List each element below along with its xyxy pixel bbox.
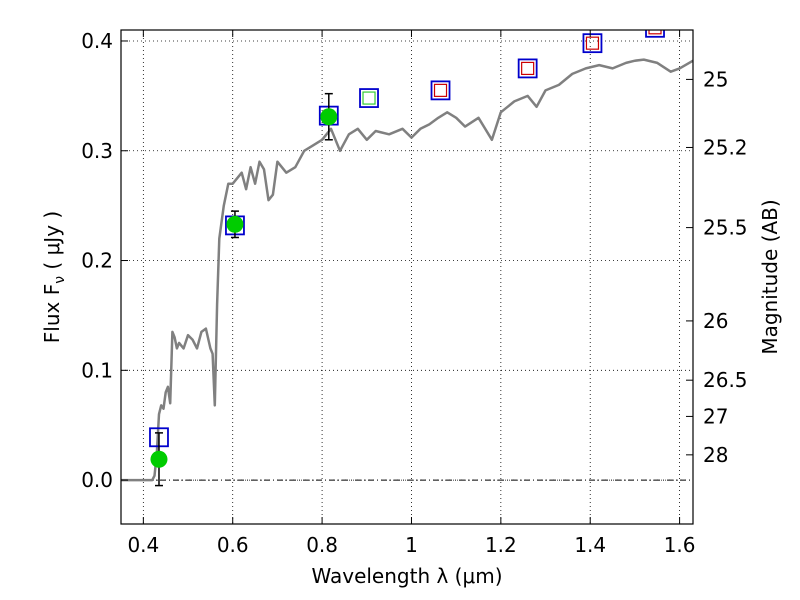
model-box-outer (430, 80, 451, 101)
model-box-marker (645, 30, 665, 38)
spectrum-line (121, 58, 693, 482)
y-tick-label: 0.0 (81, 468, 113, 492)
x-axis-title: Wavelength λ (μm) (311, 564, 502, 588)
observed-marker (226, 215, 244, 233)
model-box-outer (517, 58, 538, 79)
y2-tick-label: 25.5 (703, 216, 748, 240)
model-box-outer (359, 88, 379, 108)
x-tick-label: 1 (405, 533, 418, 557)
y2-tick-label: 27 (703, 404, 728, 428)
model-box-inner (433, 83, 448, 97)
gridlines (121, 30, 693, 524)
x-tick-label: 0.8 (306, 533, 338, 557)
model-box-marker (582, 33, 603, 54)
tick-labels: 0.4 0.6 0.8 1 1.2 1.4 1.6 0.0 0.1 0.2 0.3 0.4 25 25.2… (81, 29, 747, 557)
x-tick-label: 0.6 (217, 533, 249, 557)
y2-axis-title: Magnitude (AB) (758, 199, 782, 354)
y-axis-title-subscript: ν (52, 276, 68, 284)
model-box-marker (517, 58, 538, 79)
observed-point (320, 92, 338, 141)
observed-point (150, 432, 168, 487)
model-box-inner (362, 91, 376, 105)
model-box-outer (582, 33, 603, 54)
y2-tick-label: 28 (703, 443, 728, 467)
model-box-inner (648, 30, 662, 35)
x-tick-label: 1.4 (574, 533, 606, 557)
y-tick-label: 0.2 (81, 249, 113, 273)
x-tick-label: 1.2 (485, 533, 517, 557)
observed-marker (150, 450, 168, 468)
y-tick-label: 0.1 (81, 358, 113, 382)
axis-ticks (121, 30, 693, 524)
y2-tick-label: 26.5 (703, 368, 748, 392)
y-axis-title-units: ( μJy ) (40, 211, 64, 276)
model-box-inner (585, 36, 600, 50)
y2-tick-label: 26 (703, 309, 728, 333)
model-box-inner (521, 61, 535, 76)
observed-marker (320, 108, 338, 126)
y2-tick-label: 25.2 (703, 135, 748, 159)
x-tick-label: 1.6 (664, 533, 696, 557)
y-tick-label: 0.4 (81, 29, 113, 53)
model-box-marker (359, 88, 379, 108)
y-tick-label: 0.3 (81, 139, 113, 163)
y-axis-title-main: Flux F (40, 284, 64, 343)
x-tick-label: 0.4 (127, 533, 159, 557)
y2-tick-label: 25 (703, 67, 728, 91)
data-marks (149, 30, 665, 487)
y-axis-title: Flux Fν ( μJy ) (40, 211, 68, 343)
model-box-outer (645, 30, 665, 38)
plot-frame (120, 29, 694, 525)
observed-point (226, 210, 244, 239)
model-box-marker (430, 80, 451, 101)
